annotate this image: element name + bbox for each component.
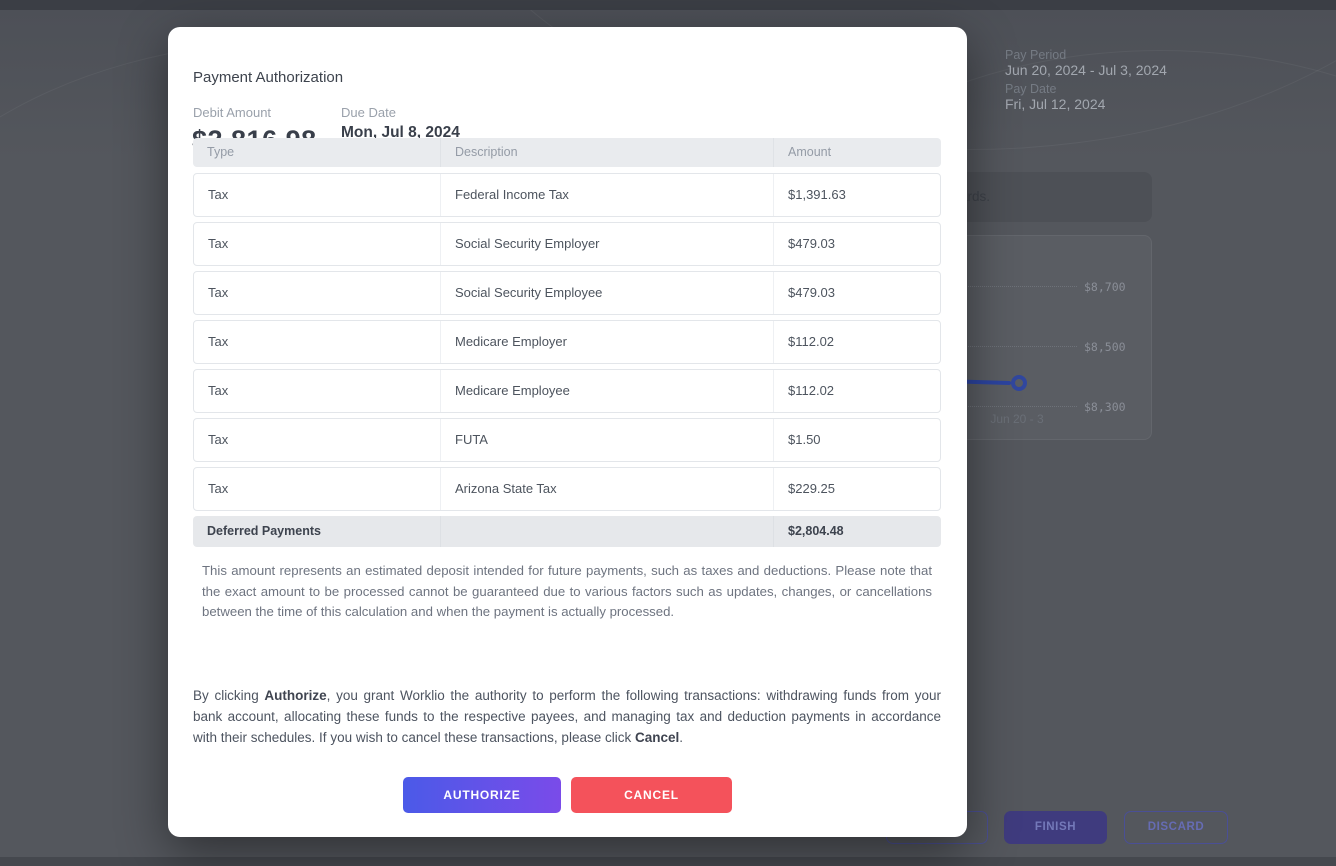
table-row: Tax FUTA $1.50 [193, 418, 941, 462]
table-header-type: Type [207, 145, 235, 159]
chart-ytick: $8,700 [1084, 280, 1126, 294]
cell-description: Medicare Employer [440, 321, 773, 363]
cancel-button[interactable]: CANCEL [571, 777, 732, 813]
auth-text: , you grant Worklio the authority to per… [193, 688, 941, 745]
cell-amount: $479.03 [773, 272, 940, 314]
pay-date-block: Pay Date Fri, Jul 12, 2024 [1005, 82, 1335, 112]
authorize-button[interactable]: AUTHORIZE [403, 777, 561, 813]
table-row: Tax Federal Income Tax $1,391.63 [193, 173, 941, 217]
cell-amount: $112.02 [773, 321, 940, 363]
auth-bold-authorize: Authorize [264, 688, 327, 703]
table-row: Tax Social Security Employee $479.03 [193, 271, 941, 315]
bottom-footer-strip [0, 857, 1336, 866]
authorization-statement: By clicking Authorize, you grant Worklio… [193, 685, 941, 748]
cell-description: Federal Income Tax [440, 174, 773, 216]
due-date-label: Due Date [341, 105, 396, 120]
cell-amount: $229.25 [773, 468, 940, 510]
table-footer-row: Deferred Payments $2,804.48 [193, 516, 941, 547]
payments-table: Type Description Amount Tax Federal Inco… [193, 138, 941, 547]
pay-period-label: Pay Period [1005, 48, 1067, 62]
chart-ytick: $8,500 [1084, 340, 1126, 354]
cell-amount: $1.50 [773, 419, 940, 461]
deferred-payments-spacer [440, 516, 773, 547]
auth-text: . [679, 730, 684, 745]
chart-xtick: Jun 20 - 3 [990, 412, 1044, 426]
table-header-description: Description [440, 138, 773, 167]
table-row: Tax Social Security Employer $479.03 [193, 222, 941, 266]
chart-gridline [889, 406, 1077, 407]
pay-period-value: Jun 20, 2024 - Jul 3, 2024 [1005, 62, 1167, 78]
estimate-note: This amount represents an estimated depo… [202, 563, 932, 620]
cell-description: FUTA [440, 419, 773, 461]
cell-amount: $1,391.63 [773, 174, 940, 216]
payment-authorization-modal: Payment Authorization Debit Amount Due D… [168, 27, 967, 837]
info-banner-text-fragment: ards. [960, 189, 991, 204]
due-date-value: Mon, Jul 8, 2024 [341, 124, 460, 141]
cell-type: Tax [208, 285, 229, 300]
pay-date-value: Fri, Jul 12, 2024 [1005, 96, 1106, 112]
table-header-amount: Amount [773, 138, 941, 167]
discard-button[interactable]: DISCARD [1124, 811, 1228, 844]
modal-button-row: AUTHORIZE CANCEL [168, 777, 967, 813]
cell-amount: $479.03 [773, 223, 940, 265]
chart-point-marker [1011, 375, 1027, 391]
cell-amount: $112.02 [773, 370, 940, 412]
cell-description: Medicare Employee [440, 370, 773, 412]
table-header-row: Type Description Amount [193, 138, 941, 167]
chart-gridline [889, 286, 1077, 287]
cell-type: Tax [208, 481, 229, 496]
top-navbar-strip [0, 0, 1336, 10]
pay-date-label: Pay Date [1005, 82, 1057, 96]
deferred-payments-label: Deferred Payments [207, 524, 321, 538]
table-row: Tax Arizona State Tax $229.25 [193, 467, 941, 511]
cell-description: Arizona State Tax [440, 468, 773, 510]
cell-type: Tax [208, 432, 229, 447]
table-row: Tax Medicare Employer $112.02 [193, 320, 941, 364]
cell-type: Tax [208, 236, 229, 251]
cell-type: Tax [208, 334, 229, 349]
modal-title: Payment Authorization [193, 69, 344, 86]
deferred-payments-amount: $2,804.48 [773, 516, 941, 547]
cell-description: Social Security Employee [440, 272, 773, 314]
chart-gridline [889, 346, 1077, 347]
pay-period-block: Pay Period Jun 20, 2024 - Jul 3, 2024 [1005, 48, 1335, 78]
table-row: Tax Medicare Employee $112.02 [193, 369, 941, 413]
finish-button[interactable]: FINISH [1004, 811, 1107, 844]
cell-type: Tax [208, 383, 229, 398]
auth-bold-cancel: Cancel [634, 730, 680, 745]
chart-ytick: $8,300 [1084, 400, 1126, 414]
debit-amount-label: Debit Amount [193, 105, 272, 120]
cell-type: Tax [208, 187, 229, 202]
cell-description: Social Security Employer [440, 223, 773, 265]
auth-text: By clicking [193, 688, 265, 703]
